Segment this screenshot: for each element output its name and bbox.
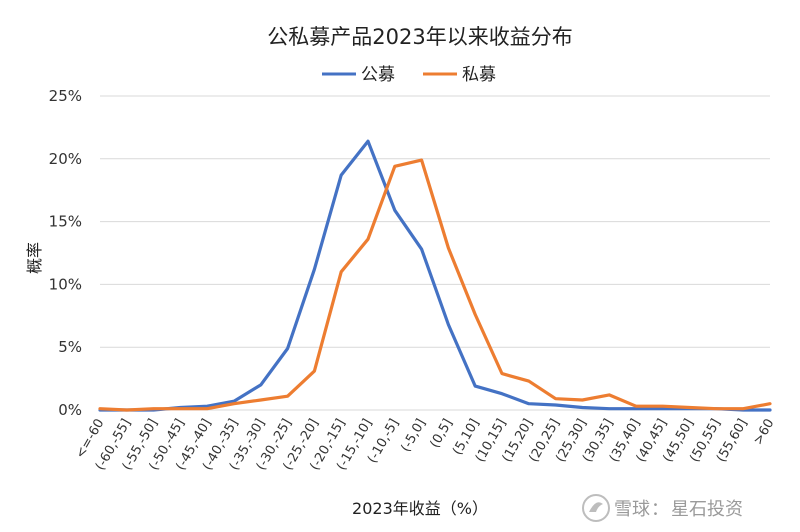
watermark-separator: ： — [651, 499, 669, 520]
y-tick-label: 5% — [58, 338, 82, 356]
legend-label-gongmu: 公募 — [361, 65, 395, 85]
series-line-gongmu — [98, 139, 772, 412]
x-tick-label: (0,5] — [427, 417, 455, 451]
watermark-brand: 雪球 — [614, 499, 650, 520]
series-lines — [98, 139, 772, 412]
snowball-logo-icon — [582, 494, 610, 522]
x-tick-label: >60 — [751, 417, 778, 448]
x-tick-label: (-5,0] — [398, 417, 429, 455]
y-tick-label: 0% — [58, 401, 82, 419]
y-axis-title: 概率 — [25, 242, 44, 274]
legend: 公募 私募 — [322, 65, 496, 85]
watermark-author: 星石投资 — [671, 499, 743, 520]
gridlines — [100, 95, 770, 411]
legend-label-simu: 私募 — [462, 65, 496, 85]
y-tick-label: 10% — [49, 275, 82, 293]
x-axis-ticks: <=-60(-60,-55](-55,-50](-50,-45](-45,-40… — [73, 417, 778, 474]
y-axis-ticks: 0% 5% 10% 15% 20% 25% — [49, 87, 82, 419]
y-tick-label: 20% — [49, 150, 82, 168]
watermark: 雪球 ： 星石投资 — [582, 494, 743, 522]
series-line-simu — [98, 158, 772, 412]
y-tick-label: 25% — [49, 87, 82, 105]
snowball-logo-mark — [589, 502, 603, 512]
chart-title: 公私募产品2023年以来收益分布 — [267, 25, 572, 49]
y-tick-label: 15% — [49, 213, 82, 231]
x-axis-title: 2023年收益（%） — [352, 499, 488, 518]
